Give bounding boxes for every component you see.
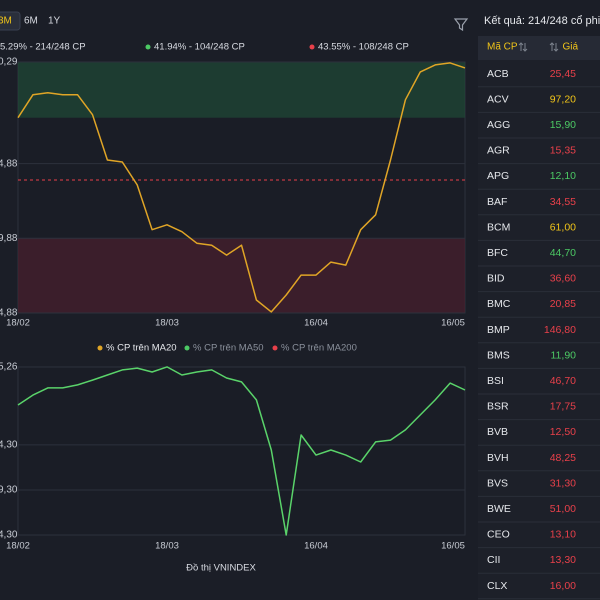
legend-label[interactable]: 5.29% - 214/248 CP <box>0 42 86 53</box>
range-button[interactable]: 1Y <box>48 16 61 27</box>
symbol[interactable]: ACB <box>487 68 509 80</box>
x-tick-label: 18/03 <box>155 318 179 329</box>
price: 16,00 <box>550 580 576 592</box>
table-title: Kết quả: 214/248 cổ phiếu <box>484 15 600 27</box>
symbol[interactable]: BFC <box>487 247 508 259</box>
legend-dot <box>97 345 103 351</box>
price: 31,30 <box>550 477 576 489</box>
price: 61,00 <box>550 221 576 233</box>
x-tick-label: 16/05 <box>441 541 465 552</box>
series-line <box>17 366 466 536</box>
price: 34,55 <box>550 196 576 208</box>
price: 97,20 <box>550 93 576 105</box>
symbol[interactable]: BSR <box>487 401 509 413</box>
price: 51,00 <box>550 503 576 515</box>
y-tick-label: 4,30 <box>0 440 18 451</box>
legend-dot <box>309 44 315 50</box>
symbol[interactable]: BSI <box>487 375 504 387</box>
symbol[interactable]: BMC <box>487 298 511 310</box>
symbol[interactable]: BVB <box>487 426 508 438</box>
price: 15,90 <box>550 119 576 131</box>
band <box>18 62 465 118</box>
y-tick-label: 5,26 <box>0 362 18 373</box>
price: 44,70 <box>550 247 576 259</box>
legend-label[interactable]: % CP trên MA20 <box>106 343 177 354</box>
column-header[interactable]: Giá <box>562 42 578 53</box>
legend-label[interactable]: % CP trên MA50 <box>193 343 264 354</box>
sort-icon[interactable] <box>518 42 559 52</box>
x-tick-label: 18/02 <box>6 541 30 552</box>
table-header <box>478 36 600 60</box>
band <box>18 238 465 313</box>
price: 36,60 <box>550 273 576 285</box>
legend-dot <box>272 345 278 351</box>
price: 20,85 <box>550 298 576 310</box>
x-tick-label: 16/04 <box>304 541 328 552</box>
price: 48,25 <box>550 452 576 464</box>
price: 12,10 <box>550 170 576 182</box>
symbol[interactable]: APG <box>487 170 509 182</box>
symbol[interactable]: BAF <box>487 196 507 208</box>
price: 17,75 <box>550 401 576 413</box>
y-tick-label: 4,30 <box>0 530 18 541</box>
symbol[interactable]: AGG <box>487 119 510 131</box>
symbol[interactable]: BVS <box>487 477 508 489</box>
range-button[interactable]: 3M <box>0 16 12 27</box>
plot-area <box>17 366 466 536</box>
chart-caption: Đồ thị VNINDEX <box>186 563 256 574</box>
range-button[interactable]: 6M <box>24 16 38 27</box>
price: 13,30 <box>550 554 576 566</box>
legend-label[interactable]: 43.55% - 108/248 CP <box>318 42 409 53</box>
y-tick-label: 0,29 <box>0 57 18 68</box>
x-tick-label: 16/05 <box>441 318 465 329</box>
price: 15,35 <box>550 145 576 157</box>
symbol[interactable]: CII <box>487 554 500 566</box>
symbol[interactable]: BMP <box>487 324 510 336</box>
table-panel <box>478 36 600 600</box>
price: 11,90 <box>551 349 577 361</box>
symbol[interactable]: BMS <box>487 349 510 361</box>
symbol[interactable]: ACV <box>487 93 509 105</box>
legend-label[interactable]: 41.94% - 104/248 CP <box>154 42 245 53</box>
legend-label[interactable]: % CP trên MA200 <box>281 343 357 354</box>
symbol[interactable]: CEO <box>487 529 510 541</box>
filter-icon[interactable] <box>453 18 469 32</box>
x-tick-label: 18/02 <box>6 318 30 329</box>
active-range-button[interactable] <box>0 11 21 31</box>
price: 13,10 <box>550 529 576 541</box>
x-tick-label: 16/04 <box>304 318 328 329</box>
price: 146,80 <box>544 324 576 336</box>
price: 25,45 <box>550 68 576 80</box>
price: 12,50 <box>550 426 576 438</box>
legend-dot <box>145 44 151 50</box>
symbol[interactable]: BCM <box>487 221 510 233</box>
series-line <box>17 62 466 313</box>
symbol[interactable]: CLX <box>487 580 507 592</box>
symbol[interactable]: AGR <box>487 145 510 157</box>
legend-dot <box>184 345 190 351</box>
price: 46,70 <box>550 375 576 387</box>
symbol[interactable]: BVH <box>487 452 509 464</box>
column-header[interactable]: Mã CP <box>487 42 518 53</box>
symbol[interactable]: BWE <box>487 503 511 515</box>
symbol[interactable]: BID <box>487 273 505 285</box>
y-tick-label: 4,88 <box>0 158 18 169</box>
y-tick-label: 4,88 <box>0 308 18 319</box>
y-tick-label: 9,30 <box>0 485 18 496</box>
y-tick-label: 9,88 <box>0 233 18 244</box>
x-tick-label: 18/03 <box>155 541 179 552</box>
